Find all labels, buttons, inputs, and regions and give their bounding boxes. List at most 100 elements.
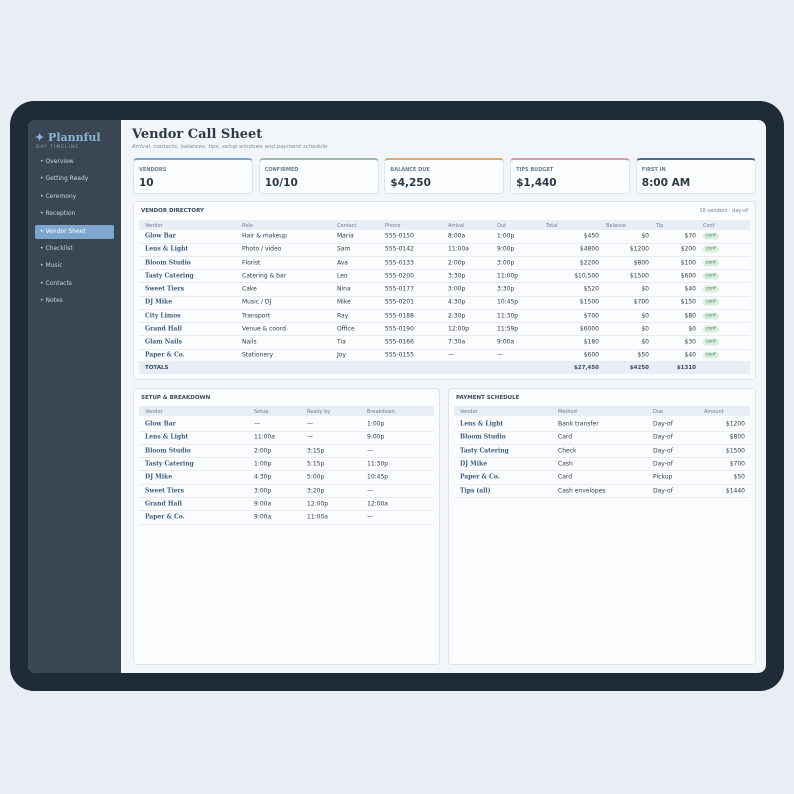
table-cell: 9:00p: [367, 433, 385, 441]
status-badge: conf: [703, 312, 719, 319]
table-cell: 1:00p: [497, 232, 515, 240]
column-header: Balance: [606, 222, 626, 229]
table-cell: 555-0177: [385, 285, 414, 293]
nav-label[interactable]: Overview: [45, 158, 74, 165]
table-cell: Nails: [242, 338, 257, 346]
nav-label[interactable]: Ceremony: [45, 192, 77, 200]
column-header: Total: [546, 222, 558, 229]
vendor-name: Bloom Studio: [460, 433, 506, 441]
table-cell: 12:00p: [448, 325, 470, 333]
table-cell: 12:00p: [307, 500, 329, 508]
nav-label[interactable]: Music: [45, 262, 63, 270]
table-cell: $1200: [629, 245, 649, 253]
status-badge: conf: [703, 298, 719, 306]
nav-item[interactable]: • Notes: [40, 297, 63, 305]
table-cell: —: [254, 420, 260, 428]
row-separator: [139, 523, 434, 525]
header-band: [454, 406, 750, 416]
nav-label[interactable]: Contacts: [45, 279, 72, 287]
table-cell: $0: [641, 325, 649, 333]
kpi-label: CONFIRMED: [264, 167, 299, 173]
vendor-name: Bloom Studio: [145, 259, 191, 266]
nav-label[interactable]: Notes: [45, 297, 63, 305]
row-separator: [139, 348, 750, 350]
kpi-label: VENDORS: [139, 167, 167, 173]
vendor-name: Glow Bar: [145, 420, 176, 428]
table-cell: Pickup: [653, 473, 673, 481]
table-cell: 1:00p: [254, 460, 272, 468]
row-separator: [454, 457, 750, 459]
kpi-value: 8:00 AM: [641, 177, 691, 189]
table-cell: 4:30p: [254, 473, 272, 481]
table-cell: —: [307, 420, 313, 428]
kpi-value: $1,440: [516, 177, 557, 189]
table-cell: Tia: [337, 338, 346, 346]
tagline: DAY TIMELINE: [36, 145, 80, 150]
table-cell: 4:30p: [448, 298, 466, 306]
table-cell: $520: [583, 285, 599, 293]
table-cell: $1500: [579, 298, 599, 306]
table-cell: 9:00a: [497, 338, 515, 346]
vendor-name: DJ Mike: [145, 298, 173, 306]
table-cell: —: [367, 513, 373, 521]
status-badge: conf: [703, 351, 719, 359]
row-separator: [139, 295, 750, 297]
table-cell: $200: [680, 245, 696, 253]
nav-label[interactable]: Vendor Sheet: [45, 227, 86, 235]
table-cell: $0: [641, 285, 649, 293]
table-cell: Card: [558, 433, 573, 441]
vendor-name: Glow Bar: [145, 232, 176, 240]
row-separator: [139, 443, 434, 445]
vendor-name: Paper & Co.: [145, 513, 185, 521]
table-cell: 1:00p: [367, 420, 385, 428]
nav-active-bg: [35, 224, 114, 239]
row-separator: [139, 470, 434, 472]
nav-label[interactable]: Reception: [45, 210, 76, 218]
table-cell: Cake: [242, 285, 257, 293]
table-cell: 3:30p: [448, 272, 466, 280]
page-title: Vendor Call Sheet: [132, 127, 263, 142]
nav-item[interactable]: • Reception: [40, 210, 76, 218]
vendor-name: DJ Mike: [460, 460, 488, 468]
table-cell: 11:30p: [497, 312, 519, 319]
row-separator: [139, 269, 750, 270]
column-header: Setup: [254, 408, 269, 415]
column-header: Conf: [703, 222, 715, 229]
table-cell: Transport: [242, 312, 271, 319]
table-cell: —: [497, 351, 503, 359]
table-cell: 555-0190: [385, 325, 414, 333]
nav-item[interactable]: • Getting Ready: [40, 175, 89, 183]
row-separator: [139, 430, 434, 432]
nav-item[interactable]: • Overview: [40, 158, 74, 165]
table-cell: Photo / video: [242, 245, 282, 253]
row-separator: [139, 255, 750, 257]
logo: ✦ Plannful: [35, 131, 101, 144]
vendor-name: Grand Hall: [145, 500, 182, 508]
column-header: Role: [242, 222, 253, 229]
table-cell: Joy: [337, 351, 346, 359]
nav-item[interactable]: • Checklist: [40, 245, 73, 252]
table-cell: 11:00a: [307, 513, 328, 521]
vendor-name: Lens & Light: [145, 433, 189, 441]
table-cell: $50: [637, 351, 649, 359]
table-cell: Day-of: [653, 433, 673, 441]
nav-item[interactable]: • Contacts: [40, 279, 72, 287]
nav-label[interactable]: Getting Ready: [45, 175, 89, 183]
table-cell: 555-0166: [385, 338, 414, 346]
table-cell: 555-0201: [385, 298, 414, 306]
vendor-name: Tasty Catering: [460, 447, 509, 455]
nav-item[interactable]: • Ceremony: [40, 192, 77, 200]
table-cell: Bank transfer: [558, 420, 599, 428]
kpi-label: TIPS BUDGET: [516, 167, 554, 173]
table-cell: $600: [680, 272, 696, 280]
column-header: Vendor: [145, 222, 163, 229]
total-value: $4250: [629, 365, 649, 371]
column-header: Breakdown: [367, 408, 395, 415]
subtitle: Arrival, contacts, balances, tips, setup…: [132, 144, 328, 150]
table-cell: 11:00p: [497, 272, 519, 280]
table-cell: 11:00a: [254, 433, 275, 441]
nav-item[interactable]: • Music: [40, 262, 63, 270]
nav-item[interactable]: • Vendor Sheet: [40, 227, 86, 235]
nav-label[interactable]: Checklist: [45, 245, 73, 252]
vendor-name: City Limos: [145, 312, 181, 319]
